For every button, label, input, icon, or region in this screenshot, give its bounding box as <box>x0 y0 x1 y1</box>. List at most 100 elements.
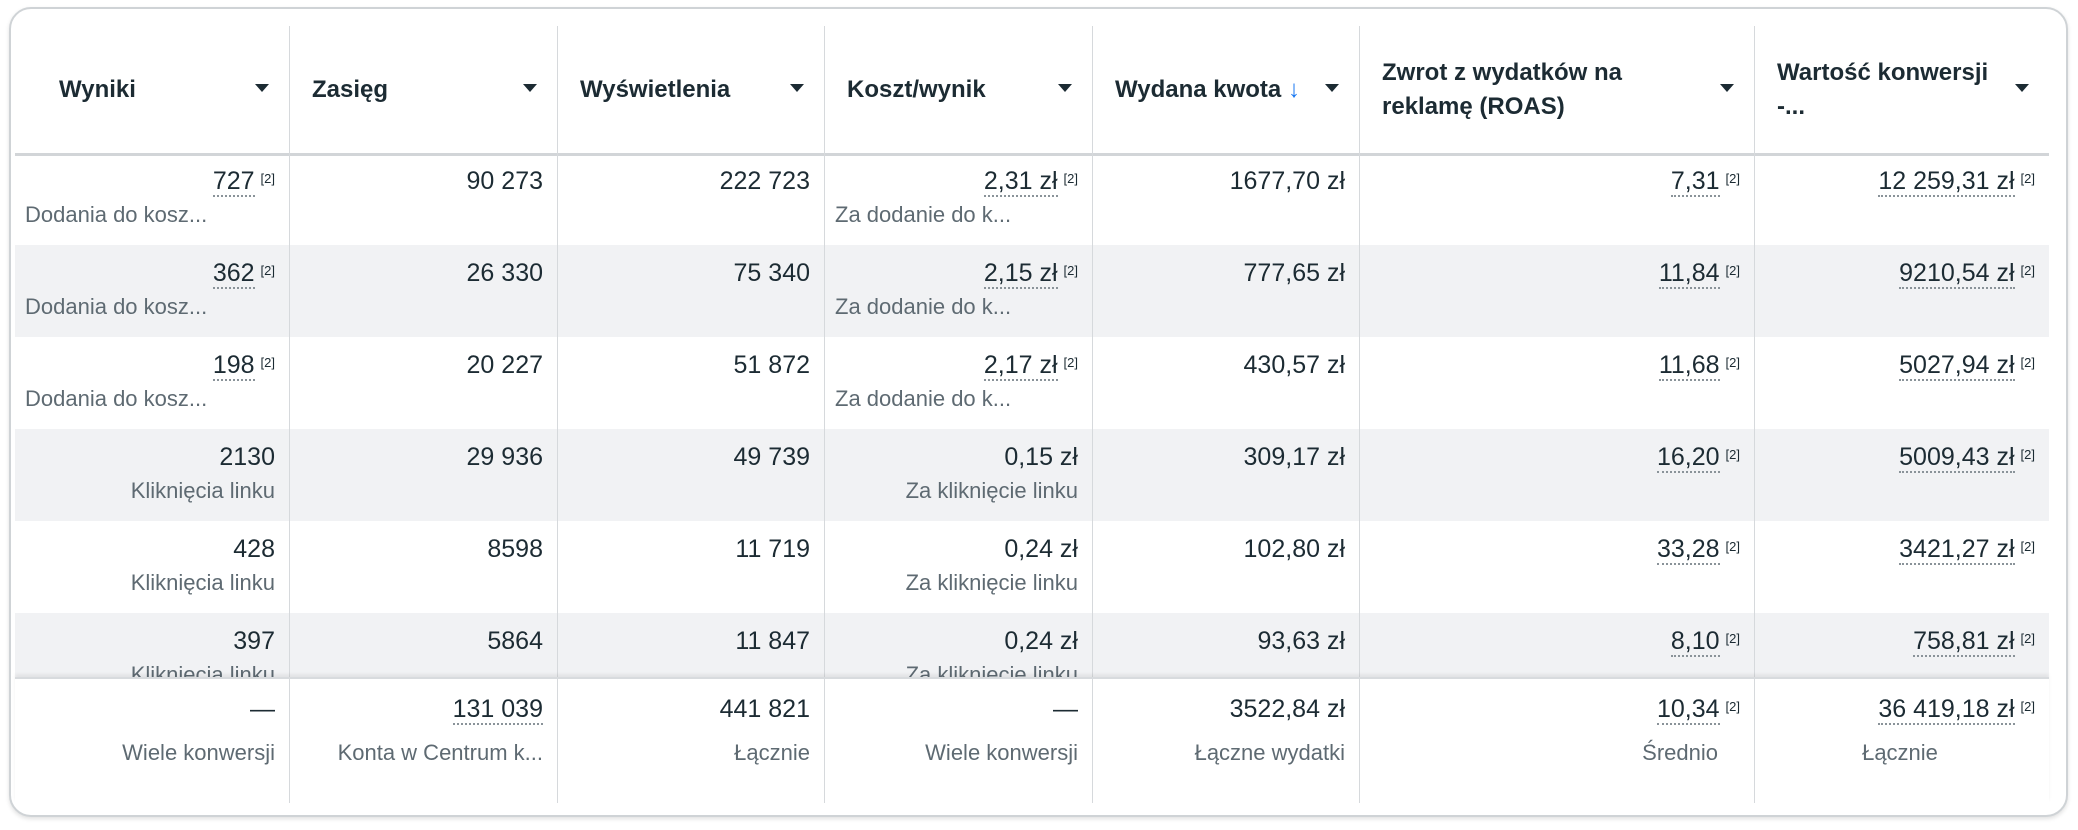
column-header-roas[interactable]: Zwrot z wydatków na reklamę (ROAS) <box>1360 26 1755 153</box>
cost-per-result-value[interactable]: 2,31 zł <box>983 167 1058 197</box>
total-value[interactable]: 36 419,18 zł <box>1878 695 2015 725</box>
impressions-value: 222 723 <box>719 167 810 195</box>
total-label: Wiele konwersji <box>122 740 275 765</box>
table-body[interactable]: 727 [2] Dodania do kosz... 90 273 222 723 2,3… <box>15 153 2049 677</box>
footnote-marker: [2] <box>260 263 275 278</box>
cell-reach: 26 330 <box>290 245 558 337</box>
column-header-reach[interactable]: Zasięg <box>290 26 558 153</box>
conversion-value[interactable]: 9210,54 zł <box>1899 259 2015 289</box>
table-row[interactable]: 428 Kliknięcia linku 8598 11 719 0,24 zł Za k… <box>15 521 2049 613</box>
reach-value: 20 227 <box>466 351 543 379</box>
cell-conversion-value: 12 259,31 zł [2] <box>1755 153 2049 245</box>
footnote-marker: [2] <box>1063 171 1078 186</box>
footnote-marker: [2] <box>1725 631 1740 646</box>
cell-roas: 8,10 [2] <box>1360 613 1755 677</box>
column-label: Zasięg <box>312 75 389 103</box>
column-header-cost-per-result[interactable]: Koszt/wynik <box>825 26 1093 153</box>
column-header-amount-spent[interactable]: Wydana kwota ↓ <box>1093 26 1360 153</box>
arrow-down-icon[interactable]: ↓ <box>1287 75 1300 103</box>
footnote-marker: [2] <box>2020 539 2035 554</box>
footnote-marker: [2] <box>1063 263 1078 278</box>
cost-per-result-value[interactable]: 2,15 zł <box>983 259 1058 289</box>
results-type-label: Kliknięcia linku <box>130 662 275 677</box>
dropdown-caret-icon[interactable] <box>2015 84 2029 92</box>
table-row[interactable]: 198 [2] Dodania do kosz... 20 227 51 872 2,17… <box>15 337 2049 429</box>
amount-spent-value: 93,63 zł <box>1257 627 1345 655</box>
conversion-value[interactable]: 5009,43 zł <box>1899 443 2015 473</box>
column-label: Wartość konwersji -... <box>1777 58 1989 120</box>
cell-conversion-value: 5027,94 zł [2] <box>1755 337 2049 429</box>
total-value[interactable]: 131 039 <box>452 695 543 725</box>
impressions-value: 75 340 <box>733 259 810 287</box>
column-header-results[interactable]: Wyniki <box>15 26 290 153</box>
dropdown-caret-icon[interactable] <box>790 84 804 92</box>
footnote-marker: [2] <box>1725 447 1740 462</box>
roas-value[interactable]: 8,10 <box>1670 627 1720 657</box>
cost-per-result-label: Za kliknięcie linku <box>905 478 1078 503</box>
conversion-value[interactable]: 12 259,31 zł <box>1878 167 2015 197</box>
cell-results: 727 [2] Dodania do kosz... <box>15 153 290 245</box>
cell-impressions: 222 723 <box>558 153 825 245</box>
footnote-marker: [2] <box>2020 355 2035 370</box>
cell-amount-spent: 102,80 zł <box>1093 521 1360 613</box>
cell-impressions: 75 340 <box>558 245 825 337</box>
table-row[interactable]: 362 [2] Dodania do kosz... 26 330 75 340 2,15… <box>15 245 2049 337</box>
column-header-impressions[interactable]: Wyświetlenia <box>558 26 825 153</box>
footnote-marker: [2] <box>2020 263 2035 278</box>
table-row[interactable]: 397 Kliknięcia linku 5864 11 847 0,24 zł Za k… <box>15 613 2049 677</box>
cell-reach: 90 273 <box>290 153 558 245</box>
footnote-marker: [2] <box>2020 699 2035 714</box>
results-value[interactable]: 198 <box>212 351 255 381</box>
table-row[interactable]: 2130 Kliknięcia linku 29 936 49 739 0,15 zł Z… <box>15 429 2049 521</box>
footnote-marker: [2] <box>2020 447 2035 462</box>
results-value: 2130 <box>219 443 275 471</box>
results-value[interactable]: 727 <box>212 167 255 197</box>
cell-roas: 33,28 [2] <box>1360 521 1755 613</box>
dropdown-caret-icon[interactable] <box>1058 84 1072 92</box>
cell-reach: 8598 <box>290 521 558 613</box>
table-row[interactable]: 727 [2] Dodania do kosz... 90 273 222 723 2,3… <box>15 153 2049 245</box>
total-label: Łącznie <box>1862 740 1938 765</box>
cell-reach: 5864 <box>290 613 558 677</box>
results-type-label: Kliknięcia linku <box>130 478 275 503</box>
footnote-marker: [2] <box>2020 171 2035 186</box>
cell-results: 2130 Kliknięcia linku <box>15 429 290 521</box>
amount-spent-value: 102,80 zł <box>1243 535 1345 563</box>
cell-results: 428 Kliknięcia linku <box>15 521 290 613</box>
reach-value: 26 330 <box>466 259 543 287</box>
total-cost-per-result: — Wiele konwersji <box>825 679 1093 803</box>
footnote-marker: [2] <box>2020 631 2035 646</box>
dropdown-caret-icon[interactable] <box>523 84 537 92</box>
total-label: Średnio <box>1642 740 1718 765</box>
roas-value[interactable]: 16,20 <box>1656 443 1720 473</box>
cell-cost-per-result: 0,15 zł Za kliknięcie linku <box>825 429 1093 521</box>
dropdown-caret-icon[interactable] <box>1325 84 1339 92</box>
results-type-label: Kliknięcia linku <box>130 570 275 595</box>
cell-reach: 20 227 <box>290 337 558 429</box>
conversion-value[interactable]: 758,81 zł <box>1913 627 2015 657</box>
roas-value[interactable]: 33,28 <box>1656 535 1720 565</box>
dropdown-caret-icon[interactable] <box>1720 84 1734 92</box>
footnote-marker: [2] <box>1725 699 1740 714</box>
cell-conversion-value: 9210,54 zł [2] <box>1755 245 2049 337</box>
total-reach: 131 039 Konta w Centrum k... <box>290 679 558 803</box>
conversion-value[interactable]: 3421,27 zł <box>1899 535 2015 565</box>
column-header-conversion-value[interactable]: Wartość konwersji -... <box>1755 26 2049 153</box>
roas-value[interactable]: 11,68 <box>1658 351 1720 381</box>
cell-impressions: 49 739 <box>558 429 825 521</box>
total-value[interactable]: 10,34 <box>1656 695 1720 725</box>
cost-per-result-label: Za dodanie do k... <box>835 294 1012 319</box>
conversion-value[interactable]: 5027,94 zł <box>1899 351 2015 381</box>
results-value[interactable]: 362 <box>212 259 255 289</box>
roas-value[interactable]: 11,84 <box>1658 259 1720 289</box>
cell-roas: 11,84 [2] <box>1360 245 1755 337</box>
impressions-value: 11 847 <box>735 627 810 655</box>
cell-conversion-value: 758,81 zł [2] <box>1755 613 2049 677</box>
roas-value[interactable]: 7,31 <box>1670 167 1720 197</box>
cost-per-result-value[interactable]: 2,17 zł <box>983 351 1058 381</box>
results-value: 428 <box>233 535 275 563</box>
ads-table-card: Wyniki Zasięg Wyświetlenia Koszt/wynik W… <box>9 7 2068 817</box>
total-results: — Wiele konwersji <box>15 679 290 803</box>
dropdown-caret-icon[interactable] <box>255 84 269 92</box>
cell-reach: 29 936 <box>290 429 558 521</box>
